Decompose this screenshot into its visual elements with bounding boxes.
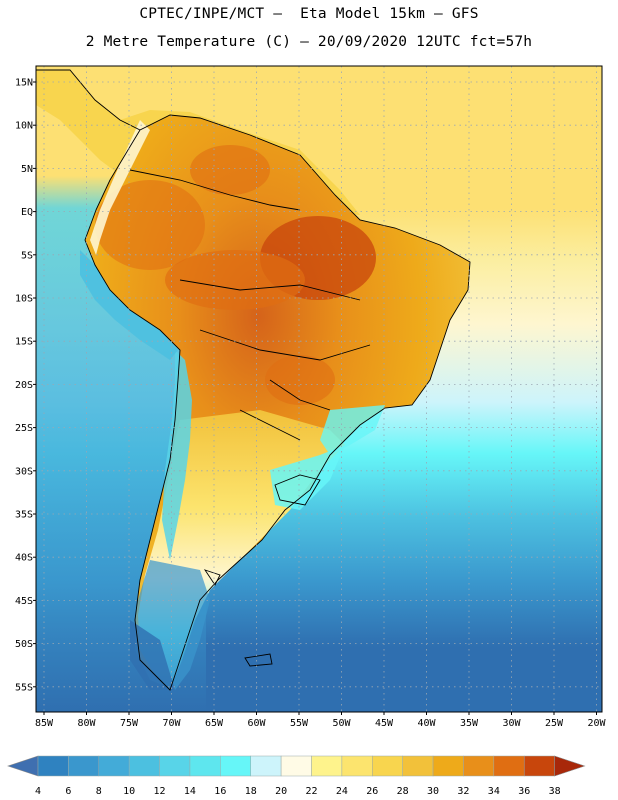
colorbar-tick-label: 38 [549, 786, 561, 797]
lat-label: 15N [15, 78, 33, 89]
temperature-field [36, 66, 602, 712]
colorbar-tick-label: 26 [366, 786, 378, 797]
colorbar-tick-label: 4 [35, 786, 41, 797]
lon-label: 70W [162, 718, 181, 729]
colorbar-swatch [432, 755, 464, 777]
colorbar-tick-label: 10 [123, 786, 135, 797]
lon-label: 45W [375, 718, 394, 729]
header-title-line2: 2 Metre Temperature (C) – 20/09/2020 12U… [85, 34, 533, 50]
lat-label: 10S [15, 294, 33, 305]
colorbar-tick-label: 20 [275, 786, 287, 797]
colorbar-swatch [311, 755, 343, 777]
lat-label: 25S [15, 423, 33, 434]
coastlines [36, 69, 471, 691]
colorbar-tick-label: 8 [96, 786, 102, 797]
lon-label: 85W [35, 718, 54, 729]
colorbar-swatch [493, 755, 525, 777]
lat-label: 5N [21, 164, 33, 175]
colorbar-tick-label: 24 [336, 786, 348, 797]
lon-label: 25W [545, 718, 564, 729]
colorbar-swatch [220, 755, 251, 777]
lon-label: 80W [77, 718, 96, 729]
colorbar-tick-label: 16 [214, 786, 226, 797]
colorbar-tick-label: 30 [427, 786, 439, 797]
colorbar-swatch [98, 755, 130, 777]
colorbar-tick-label: 28 [397, 786, 409, 797]
colorbar-swatch [250, 755, 282, 777]
header-title-line1: CPTEC/INPE/MCT – Eta Model 15km – GFS [139, 6, 479, 22]
colorbar-tick-label: 14 [184, 786, 196, 797]
colorbar-tick-label: 22 [305, 786, 317, 797]
colorbar-swatch [523, 755, 555, 777]
colorbar-swatch [189, 755, 221, 777]
lon-label: 20W [587, 718, 606, 729]
colorbar-swatch [280, 755, 312, 777]
colorbar-high-arrow [554, 755, 586, 777]
lat-label: 35S [15, 510, 33, 521]
colorbar-swatch [372, 755, 403, 777]
lat-label: 50S [15, 639, 33, 650]
colorbar-low-arrow [7, 755, 39, 777]
colorbar-tick-label: 18 [245, 786, 257, 797]
lat-label: EQ [21, 207, 33, 218]
lon-label: 50W [332, 718, 351, 729]
lat-label: 20S [15, 380, 33, 391]
lon-label: 75W [120, 718, 139, 729]
lon-label: 35W [460, 718, 479, 729]
lon-label: 40W [417, 718, 436, 729]
lat-label: 10N [15, 121, 33, 132]
longitude-axis: 85W 80W 75W 70W 65W 60W 55W 50W 45W 40W 35W 30W 25W 2… [35, 712, 607, 729]
colorbar-swatch [463, 755, 495, 777]
lat-label: 55S [15, 682, 33, 693]
colorbar-swatch [402, 755, 434, 777]
colorbar-swatch [341, 755, 373, 777]
lat-label: 15S [15, 337, 33, 348]
colorbar-swatch [68, 755, 100, 777]
colorbar-swatch [128, 755, 160, 777]
latitude-axis: 15N 10N 5N EQ 5S 10S 15S 20S 25S 30S 35S 40S 45S 50S 5… [15, 78, 36, 693]
colorbar-tick-label: 6 [65, 786, 71, 797]
colorbar-tick-label: 34 [488, 786, 500, 797]
colorbar: 4 6 8 10 12 14 16 18 20 22 24 26 28 30 32 34 36 38 [7, 755, 586, 797]
colorbar-tick-label: 12 [154, 786, 166, 797]
lat-label: 40S [15, 553, 33, 564]
lat-label: 30S [15, 466, 33, 477]
lat-label: 45S [15, 596, 33, 607]
colorbar-tick-label: 36 [518, 786, 530, 797]
colorbar-swatch [37, 755, 69, 777]
lat-label: 5S [21, 250, 33, 261]
map-gridlines [36, 66, 602, 712]
lon-label: 55W [290, 718, 309, 729]
lon-label: 60W [247, 718, 266, 729]
lon-label: 30W [502, 718, 521, 729]
colorbar-swatch [159, 755, 191, 777]
colorbar-tick-label: 32 [457, 786, 469, 797]
lon-label: 65W [205, 718, 224, 729]
map-frame [35, 65, 603, 713]
